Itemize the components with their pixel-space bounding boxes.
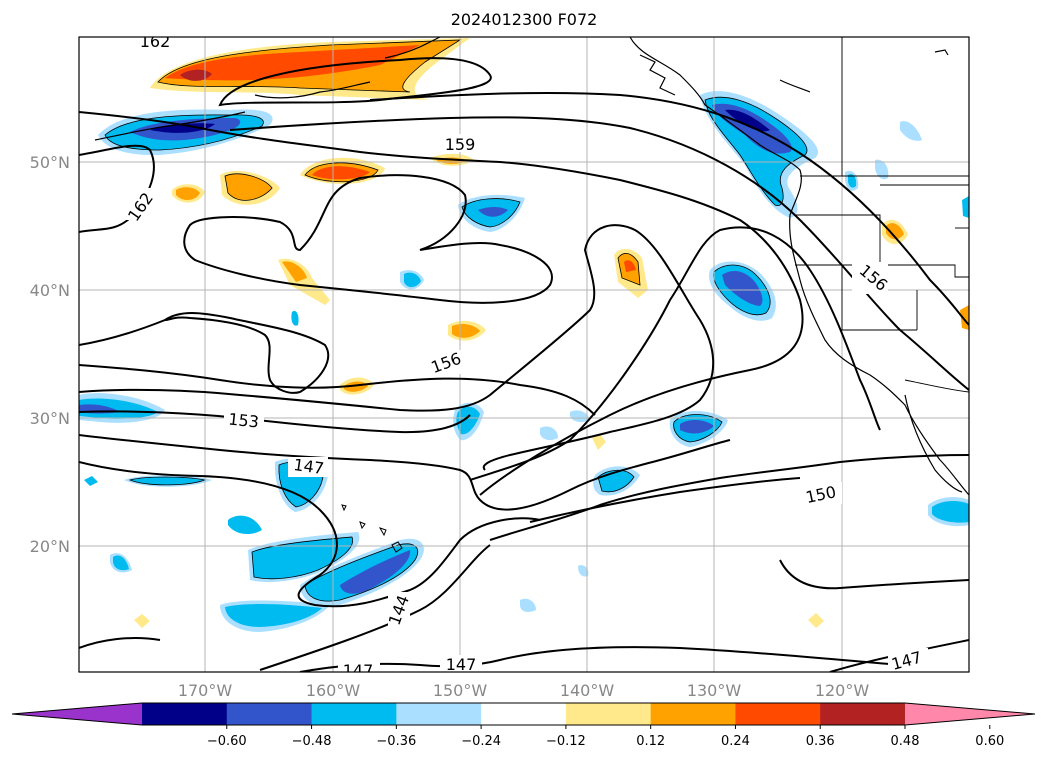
colorbar-segment xyxy=(311,703,397,725)
colorbar-segment xyxy=(142,703,228,725)
colorbar-segment xyxy=(735,703,821,725)
contour-label: 162 xyxy=(140,32,171,51)
colorbar-tick-label: −0.48 xyxy=(292,734,332,749)
lon-label: 160°W xyxy=(306,681,361,700)
height-contours xyxy=(79,57,969,672)
lat-label: 30°N xyxy=(30,409,70,428)
colorbar-segment xyxy=(565,703,652,725)
colorbar-tick-label: 0.12 xyxy=(636,734,665,749)
contour-label: 147 xyxy=(343,661,374,680)
contour-label: 153 xyxy=(227,409,259,431)
map-title: 2024012300 F072 xyxy=(451,10,598,29)
colorbar-segment xyxy=(650,703,736,725)
colorbar-tick-label: −0.36 xyxy=(376,734,416,749)
lon-label: 120°W xyxy=(815,681,870,700)
lat-label: 40°N xyxy=(30,281,70,300)
colorbar-segment xyxy=(396,703,482,725)
colorbar-segment xyxy=(226,703,313,725)
contour-labels: 162 162 159 156 156 153 150 147 147 147 xyxy=(124,32,928,680)
colorbar-extend-min xyxy=(12,703,142,725)
map-frame xyxy=(78,36,970,673)
contour-label: 147 xyxy=(292,455,325,478)
colorbar-tick-label: 0.60 xyxy=(975,734,1004,749)
latitude-labels: 50°N 40°N 30°N 20°N xyxy=(30,153,70,556)
lon-label: 140°W xyxy=(560,681,615,700)
colorbar-tick-label: 0.36 xyxy=(806,734,835,749)
contour-label: 147 xyxy=(446,655,477,674)
lon-label: 130°W xyxy=(687,681,742,700)
colorbar-tick-label: 0.24 xyxy=(721,734,750,749)
colorbar-segment xyxy=(481,703,567,725)
lon-label: 170°W xyxy=(178,681,233,700)
contour-label: 159 xyxy=(445,135,476,154)
colorbar-tick-label: −0.24 xyxy=(461,734,501,749)
lat-label: 50°N xyxy=(30,153,70,172)
colorbar-extend-max xyxy=(905,703,1035,725)
lon-label: 150°W xyxy=(433,681,488,700)
colorbar-outline xyxy=(11,702,1036,726)
colorbar-tick-label: −0.12 xyxy=(546,734,586,749)
anomaly-shading xyxy=(79,38,969,632)
colorbar: −0.60 −0.48 −0.36 −0.24 −0.12 0.12 0.24 0.36 0.4… xyxy=(11,702,1036,749)
map-panel: 162 162 159 156 156 153 150 147 147 147 xyxy=(78,32,970,680)
hawaiian-islands xyxy=(341,504,403,553)
colorbar-tick-label: 0.48 xyxy=(891,734,920,749)
lat-label: 20°N xyxy=(30,537,70,556)
longitude-labels: 170°W 160°W 150°W 140°W 130°W 120°W xyxy=(178,681,870,700)
colorbar-segment xyxy=(820,703,906,725)
colorbar-tick-label: −0.60 xyxy=(207,734,247,749)
